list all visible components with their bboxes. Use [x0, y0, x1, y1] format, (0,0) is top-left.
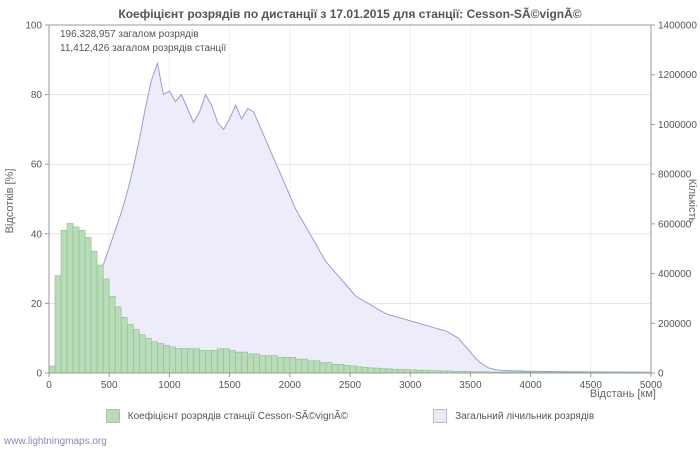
svg-text:20: 20: [31, 299, 43, 310]
svg-text:60: 60: [31, 160, 43, 171]
chart-title: Коефіцієнт розрядів по дистанції з 17.01…: [118, 7, 582, 21]
svg-text:1400000: 1400000: [658, 21, 697, 32]
svg-text:0: 0: [46, 380, 52, 391]
svg-text:0: 0: [658, 369, 664, 380]
y-axis-label-right: Кількість: [686, 178, 698, 224]
svg-text:2500: 2500: [339, 380, 362, 391]
svg-text:200000: 200000: [658, 319, 692, 330]
footer: www.lightningmaps.org: [4, 436, 107, 447]
legend-item-total-counter: Загальний лічильник розрядів: [433, 409, 594, 423]
svg-text:4000: 4000: [519, 380, 542, 391]
svg-text:40: 40: [31, 229, 43, 240]
svg-text:100: 100: [25, 21, 42, 32]
svg-text:500: 500: [101, 380, 118, 391]
legend-item-station-coefficient: Коефіцієнт розрядів станції Cesson-SÃ©vi…: [105, 409, 349, 423]
svg-text:2000: 2000: [279, 380, 302, 391]
y-axis-label-left: Відсотків [%]: [4, 168, 16, 234]
chart-annotations: 196,328,957 загалом розрядів 11,412,426 …: [60, 28, 226, 56]
annotation-total-strokes: 196,328,957 загалом розрядів: [60, 29, 199, 40]
svg-text:3500: 3500: [459, 380, 482, 391]
legend-swatch-lavender: [433, 409, 448, 423]
legend-label-total-counter: Загальний лічильник розрядів: [455, 410, 595, 422]
lightningmaps-link[interactable]: www.lightningmaps.org: [4, 436, 107, 447]
svg-text:1500: 1500: [218, 380, 241, 391]
svg-text:3000: 3000: [399, 380, 422, 391]
svg-text:80: 80: [31, 90, 43, 101]
legend-swatch-green: [105, 409, 120, 423]
svg-text:1000: 1000: [158, 380, 181, 391]
legend-label-station-coefficient: Коефіцієнт розрядів станції Cesson-SÃ©vi…: [127, 410, 349, 422]
svg-text:0: 0: [36, 369, 42, 380]
x-axis-label: Відстань [км]: [589, 388, 656, 400]
svg-text:1200000: 1200000: [658, 70, 697, 81]
chart-legend: Коефіцієнт розрядів станції Cesson-SÃ©vi…: [0, 409, 700, 423]
annotation-station-strokes: 11,412,426 загалом розрядів станції: [60, 43, 227, 54]
